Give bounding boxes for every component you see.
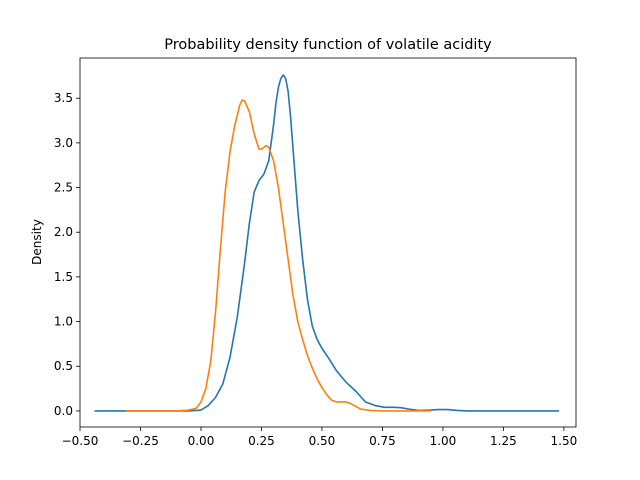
y-tick-label: 2.5 [54, 181, 73, 195]
series-layer [94, 74, 560, 412]
x-tick-label: −0.25 [122, 434, 159, 448]
x-tick-label: 0.75 [369, 434, 396, 448]
y-axis-label: Density [30, 219, 44, 265]
y-tick-label: 1.5 [54, 270, 73, 284]
x-tick-label: 1.50 [551, 434, 578, 448]
plot-area [80, 58, 576, 427]
series-line-1 [94, 74, 560, 412]
y-tick-label: 1.0 [54, 315, 73, 329]
x-tick-label: 0.25 [248, 434, 275, 448]
plot-frame [79, 57, 577, 428]
x-tick-label: 1.25 [490, 434, 517, 448]
y-tick-label: 0.5 [54, 359, 73, 373]
y-tick-label: 0.0 [54, 404, 73, 418]
x-tick-label: 0.00 [188, 434, 215, 448]
y-tick-label: 3.5 [54, 91, 73, 105]
x-tick-label: 1.00 [430, 434, 457, 448]
x-tick-label: −0.50 [62, 434, 99, 448]
chart-title: Probability density function of volatile… [164, 37, 492, 53]
y-tick-label: 2.0 [54, 225, 73, 239]
y-tick-label: 3.0 [54, 136, 73, 150]
series-line-2 [125, 99, 431, 412]
x-axis: −0.50 −0.25 0.00 0.25 0.50 0.75 1.00 1.25 1.50 [62, 427, 578, 448]
y-axis: 0.0 0.5 1.0 1.5 2.0 2.5 3.0 3.5 [54, 91, 80, 418]
x-tick-label: 0.50 [309, 434, 336, 448]
